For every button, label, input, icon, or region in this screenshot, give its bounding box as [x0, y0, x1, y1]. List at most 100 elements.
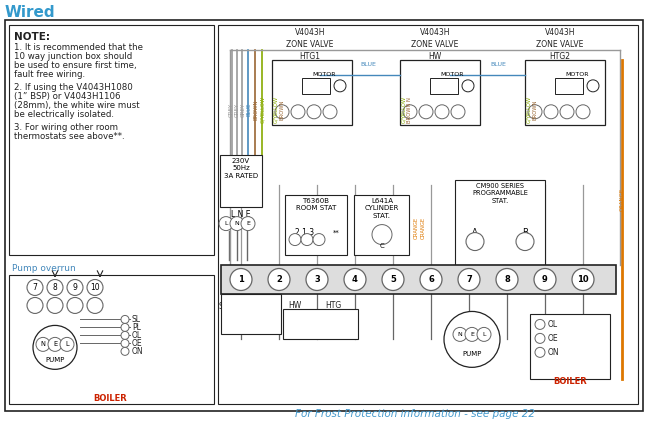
- Bar: [302, 78, 331, 94]
- Text: V4043H
ZONE VALVE
HW: V4043H ZONE VALVE HW: [411, 28, 459, 60]
- Circle shape: [453, 327, 467, 341]
- Circle shape: [587, 80, 599, 92]
- Text: OL: OL: [132, 331, 142, 340]
- Circle shape: [444, 311, 500, 367]
- Text: E: E: [246, 221, 250, 226]
- Text: MOTOR: MOTOR: [565, 72, 589, 77]
- Circle shape: [219, 216, 233, 230]
- Text: 2: 2: [276, 275, 282, 284]
- Text: BROWN: BROWN: [254, 100, 259, 120]
- Circle shape: [33, 325, 77, 369]
- Text: ORANGE: ORANGE: [413, 216, 419, 239]
- Circle shape: [121, 347, 129, 355]
- Bar: [430, 78, 459, 94]
- Bar: [283, 309, 358, 339]
- Text: GREY: GREY: [228, 103, 234, 117]
- Circle shape: [47, 279, 63, 295]
- Circle shape: [230, 268, 252, 290]
- Circle shape: [121, 323, 129, 331]
- Circle shape: [230, 216, 244, 230]
- Text: E: E: [470, 332, 474, 337]
- Text: BLUE: BLUE: [247, 103, 252, 116]
- Text: BOILER: BOILER: [553, 377, 587, 386]
- Circle shape: [121, 331, 129, 339]
- Text: 1. It is recommended that the: 1. It is recommended that the: [14, 43, 143, 52]
- Text: G/YELLOW: G/YELLOW: [274, 96, 278, 123]
- Text: L: L: [65, 341, 69, 347]
- Circle shape: [87, 298, 103, 314]
- Text: CM900 SERIES
PROGRAMMABLE
STAT.: CM900 SERIES PROGRAMMABLE STAT.: [472, 183, 528, 204]
- Text: HTG: HTG: [325, 301, 341, 311]
- Circle shape: [535, 347, 545, 357]
- Text: N: N: [296, 315, 301, 322]
- Text: G/YELLOW: G/YELLOW: [527, 96, 531, 123]
- Bar: [272, 60, 352, 125]
- Text: 5: 5: [390, 275, 396, 284]
- Circle shape: [458, 268, 480, 290]
- Circle shape: [48, 338, 62, 352]
- Circle shape: [534, 268, 556, 290]
- Text: L N E: L N E: [231, 210, 251, 219]
- Text: PUMP: PUMP: [463, 352, 481, 357]
- Text: C: C: [380, 243, 384, 249]
- Circle shape: [419, 105, 433, 119]
- Circle shape: [466, 233, 484, 251]
- Circle shape: [67, 279, 83, 295]
- Text: V4043H
ZONE VALVE
HTG1: V4043H ZONE VALVE HTG1: [287, 28, 334, 60]
- Circle shape: [291, 105, 305, 119]
- Text: 8: 8: [52, 283, 58, 292]
- Bar: [218, 25, 638, 404]
- Text: A: A: [472, 227, 478, 237]
- Text: thermostats see above**.: thermostats see above**.: [14, 132, 125, 141]
- Text: (28mm), the white wire must: (28mm), the white wire must: [14, 101, 140, 110]
- Circle shape: [496, 268, 518, 290]
- Text: 230V
50Hz
3A RATED: 230V 50Hz 3A RATED: [224, 158, 258, 179]
- Text: N: N: [457, 332, 463, 337]
- Text: L641A
CYLINDER
STAT.: L641A CYLINDER STAT.: [365, 197, 399, 219]
- Text: ON: ON: [132, 347, 144, 356]
- Circle shape: [477, 327, 491, 341]
- Text: SL: SL: [132, 315, 141, 324]
- Bar: [354, 195, 409, 254]
- Text: NOTE:: NOTE:: [14, 32, 50, 42]
- Circle shape: [241, 216, 255, 230]
- Text: PL: PL: [132, 323, 141, 332]
- Text: 10: 10: [577, 275, 589, 284]
- Text: MOTOR: MOTOR: [440, 72, 464, 77]
- Text: L: L: [225, 221, 228, 226]
- Text: be electrically isolated.: be electrically isolated.: [14, 110, 114, 119]
- Text: (1” BSP) or V4043H1106: (1” BSP) or V4043H1106: [14, 92, 120, 101]
- Text: OE: OE: [132, 339, 142, 348]
- Circle shape: [576, 105, 590, 119]
- Text: ORANGE: ORANGE: [619, 188, 624, 211]
- Circle shape: [344, 268, 366, 290]
- Text: 6: 6: [428, 275, 434, 284]
- Text: MOTOR: MOTOR: [313, 72, 336, 77]
- Text: 7: 7: [466, 275, 472, 284]
- Text: 9: 9: [542, 275, 548, 284]
- Text: For Frost Protection information - see page 22: For Frost Protection information - see p…: [295, 409, 535, 419]
- Circle shape: [307, 105, 321, 119]
- Circle shape: [420, 268, 442, 290]
- Text: BLUE: BLUE: [490, 62, 506, 68]
- Text: 3: 3: [314, 275, 320, 284]
- Text: S: S: [304, 315, 308, 322]
- Circle shape: [403, 105, 417, 119]
- Circle shape: [572, 268, 594, 290]
- Circle shape: [465, 327, 479, 341]
- Circle shape: [301, 234, 313, 246]
- Text: PUMP: PUMP: [45, 357, 65, 363]
- Text: HW: HW: [289, 301, 302, 311]
- Text: BOILER: BOILER: [93, 394, 127, 403]
- Text: 2. If using the V4043H1080: 2. If using the V4043H1080: [14, 83, 133, 92]
- Circle shape: [121, 339, 129, 347]
- Text: GREY: GREY: [234, 103, 239, 117]
- Circle shape: [560, 105, 574, 119]
- Text: ON: ON: [548, 348, 560, 357]
- Circle shape: [535, 319, 545, 330]
- Circle shape: [306, 268, 328, 290]
- Circle shape: [372, 225, 392, 245]
- Circle shape: [516, 233, 534, 251]
- Circle shape: [528, 105, 542, 119]
- Text: V4043H
ZONE VALVE
HTG2: V4043H ZONE VALVE HTG2: [536, 28, 584, 60]
